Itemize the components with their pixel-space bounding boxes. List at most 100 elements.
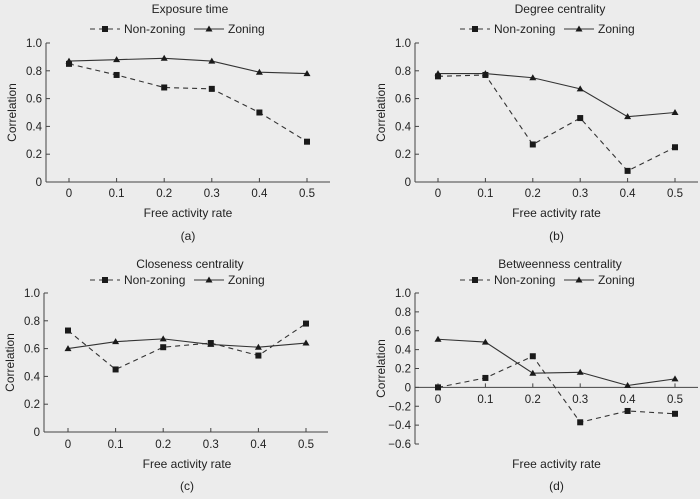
y-tick-label: 0.8 bbox=[24, 316, 40, 328]
square-marker bbox=[482, 374, 489, 381]
chart-panel-a: Exposure time Non-zoning Zoning 0 0.2 0.4 0.6 0… bbox=[5, 2, 330, 243]
triangle-marker bbox=[481, 70, 489, 77]
y-tick-label: 0.2 bbox=[395, 149, 411, 161]
x-tick-label: 0.1 bbox=[477, 394, 493, 406]
triangle-marker bbox=[254, 343, 262, 350]
x-tick-label: 0.4 bbox=[250, 439, 267, 451]
series-zoning bbox=[65, 54, 311, 77]
triangle-marker bbox=[529, 369, 537, 376]
square-marker bbox=[112, 366, 119, 373]
square-marker bbox=[624, 167, 631, 174]
legend-label-non-zoning: Non-zoning bbox=[494, 273, 555, 287]
triangle-marker bbox=[112, 338, 120, 345]
x-tick-label: 0 bbox=[435, 394, 441, 406]
triangle-marker bbox=[671, 375, 679, 382]
square-marker bbox=[435, 384, 441, 391]
x-tick-label: 0.3 bbox=[203, 439, 219, 451]
y-tick-label: 0.8 bbox=[26, 66, 42, 78]
square-marker bbox=[304, 138, 310, 145]
legend: Non-zoning Zoning bbox=[460, 22, 635, 36]
triangle-marker bbox=[481, 338, 489, 345]
y-axis-label: Correlation bbox=[5, 83, 19, 142]
legend-label-non-zoning: Non-zoning bbox=[494, 22, 555, 36]
series-zoning bbox=[64, 335, 310, 352]
square-marker bbox=[102, 277, 108, 283]
legend-label-non-zoning: Non-zoning bbox=[124, 22, 185, 36]
x-tick-label: 0.2 bbox=[525, 188, 541, 200]
y-tick-label: 0.2 bbox=[24, 399, 40, 411]
y-tick-label: 0.8 bbox=[395, 307, 411, 319]
square-marker bbox=[161, 84, 168, 91]
series-line bbox=[437, 74, 676, 172]
triangle-marker bbox=[576, 368, 584, 375]
x-tick-label: 0.1 bbox=[477, 188, 493, 200]
series-line bbox=[437, 338, 676, 387]
square-marker bbox=[255, 352, 262, 359]
triangle-marker bbox=[160, 54, 168, 61]
square-marker bbox=[160, 344, 167, 351]
triangle-marker bbox=[207, 340, 215, 347]
y-tick-label: 0 bbox=[405, 177, 411, 189]
triangle-marker bbox=[208, 57, 216, 64]
triangle-marker bbox=[434, 70, 442, 77]
square-marker bbox=[102, 26, 108, 32]
square-marker bbox=[577, 419, 584, 426]
y-tick-label: 0.6 bbox=[395, 326, 411, 338]
legend-label-non-zoning: Non-zoning bbox=[124, 273, 185, 287]
x-tick-label: 0.5 bbox=[667, 188, 683, 200]
square-marker bbox=[529, 353, 536, 360]
y-tick-label: 0.4 bbox=[26, 121, 43, 133]
series-zoning bbox=[434, 70, 679, 120]
x-tick-label: 0.4 bbox=[620, 394, 637, 406]
square-marker bbox=[256, 109, 263, 116]
triangle-marker bbox=[65, 57, 73, 64]
square-marker bbox=[208, 85, 215, 92]
y-axis-label: Correlation bbox=[374, 83, 388, 142]
legend-label-zoning: Zoning bbox=[228, 273, 265, 287]
panel-label: (a) bbox=[181, 229, 196, 243]
triangle-marker bbox=[671, 109, 679, 115]
x-tick-label: 0.1 bbox=[108, 439, 124, 451]
legend: Non-zoning Zoning bbox=[90, 22, 265, 36]
chart-title: Exposure time bbox=[152, 2, 229, 16]
x-tick-label: 0.3 bbox=[572, 394, 588, 406]
square-marker bbox=[529, 141, 536, 148]
x-tick-label: 0.1 bbox=[109, 188, 125, 200]
y-tick-label: −0.4 bbox=[388, 420, 411, 432]
legend-label-zoning: Zoning bbox=[228, 22, 265, 36]
x-tick-label: 0.3 bbox=[572, 188, 588, 200]
series-non-zoning bbox=[435, 353, 678, 426]
chart-title: Betweenness centrality bbox=[498, 257, 621, 271]
y-tick-label: 0.4 bbox=[395, 121, 412, 133]
series-line bbox=[68, 57, 308, 75]
y-tick-label: 1.0 bbox=[24, 288, 40, 300]
x-tick-label: 0.3 bbox=[204, 188, 220, 200]
series-line bbox=[438, 73, 676, 118]
legend: Non-zoning Zoning bbox=[460, 273, 635, 287]
square-marker bbox=[624, 407, 631, 414]
x-tick-label: 0.5 bbox=[298, 439, 314, 451]
y-tick-label: 0.6 bbox=[24, 344, 40, 356]
triangle-marker bbox=[529, 74, 537, 81]
triangle-marker bbox=[576, 85, 584, 92]
series-line bbox=[67, 323, 307, 371]
series-line bbox=[67, 338, 307, 350]
chart-panel-d: Betweenness centrality Non-zoning Zoning −0… bbox=[374, 257, 698, 493]
x-tick-label: 0.2 bbox=[525, 394, 541, 406]
chart-title: Closeness centrality bbox=[136, 257, 243, 271]
square-marker bbox=[672, 410, 678, 417]
legend: Non-zoning Zoning bbox=[90, 273, 265, 287]
x-tick-label: 0 bbox=[435, 188, 441, 200]
x-axis-label: Free activity rate bbox=[512, 457, 601, 471]
square-marker bbox=[672, 144, 678, 151]
y-tick-label: 0.4 bbox=[24, 371, 41, 383]
square-marker bbox=[435, 73, 441, 80]
y-tick-label: 0.2 bbox=[395, 364, 411, 376]
triangle-marker bbox=[302, 339, 310, 346]
x-tick-label: 0.5 bbox=[299, 188, 315, 200]
legend-label-zoning: Zoning bbox=[598, 22, 635, 36]
y-axis-label: Correlation bbox=[374, 339, 388, 398]
triangle-marker bbox=[205, 276, 213, 283]
x-tick-label: 0 bbox=[66, 188, 72, 200]
triangle-marker bbox=[255, 68, 263, 75]
